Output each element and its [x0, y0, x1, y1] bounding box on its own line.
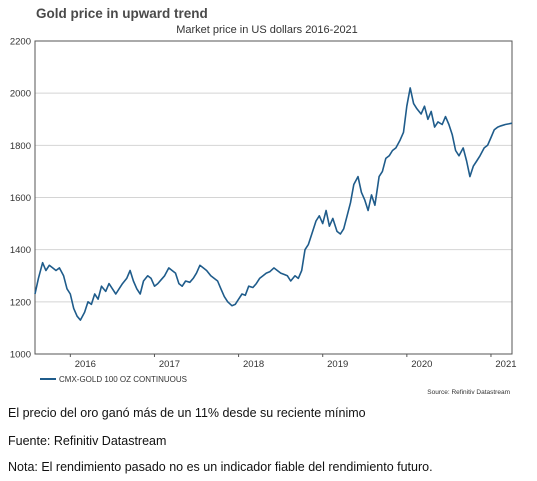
- y-tick-label-1800: 1800: [10, 141, 31, 152]
- y-tick-label-2200: 2200: [10, 37, 31, 48]
- x-tick-label-2020: 2020: [411, 359, 432, 370]
- y-axis: 1000 1200 1400 1600 1800 2000 2200: [10, 37, 31, 361]
- x-tick-label-2021: 2021: [495, 359, 516, 370]
- chart-subtitle: Market price in US dollars 2016-2021: [176, 24, 358, 36]
- footnote-source: Fuente: Refinitiv Datastream: [8, 434, 167, 448]
- footnote-gain: El precio del oro ganó más de un 11% des…: [8, 406, 366, 420]
- legend-label: CMX-GOLD 100 OZ CONTINUOUS: [59, 375, 187, 384]
- y-tick-label-1400: 1400: [10, 245, 31, 256]
- series-line-cmx-gold: [34, 87, 513, 321]
- gold-price-chart: Gold price in upward trend Market price …: [10, 6, 517, 396]
- source-note: Source: Refinitiv Datastream: [427, 389, 510, 396]
- gridlines: [35, 92, 512, 303]
- x-tick-label-2017: 2017: [159, 359, 180, 370]
- x-tick-label-2016: 2016: [75, 359, 96, 370]
- x-tick-label-2019: 2019: [327, 359, 348, 370]
- y-tick-label-1600: 1600: [10, 193, 31, 204]
- x-axis: 2016 2017 2018 2019 2020 2021: [69, 354, 517, 370]
- y-tick-label-1000: 1000: [10, 350, 31, 361]
- chart-title: Gold price in upward trend: [36, 6, 208, 21]
- footnote-disclaimer: Nota: El rendimiento pasado no es un ind…: [8, 460, 433, 474]
- y-tick-label-2000: 2000: [10, 89, 31, 100]
- plot-area: [34, 40, 513, 355]
- y-tick-label-1200: 1200: [10, 297, 31, 308]
- x-tick-label-2018: 2018: [243, 359, 264, 370]
